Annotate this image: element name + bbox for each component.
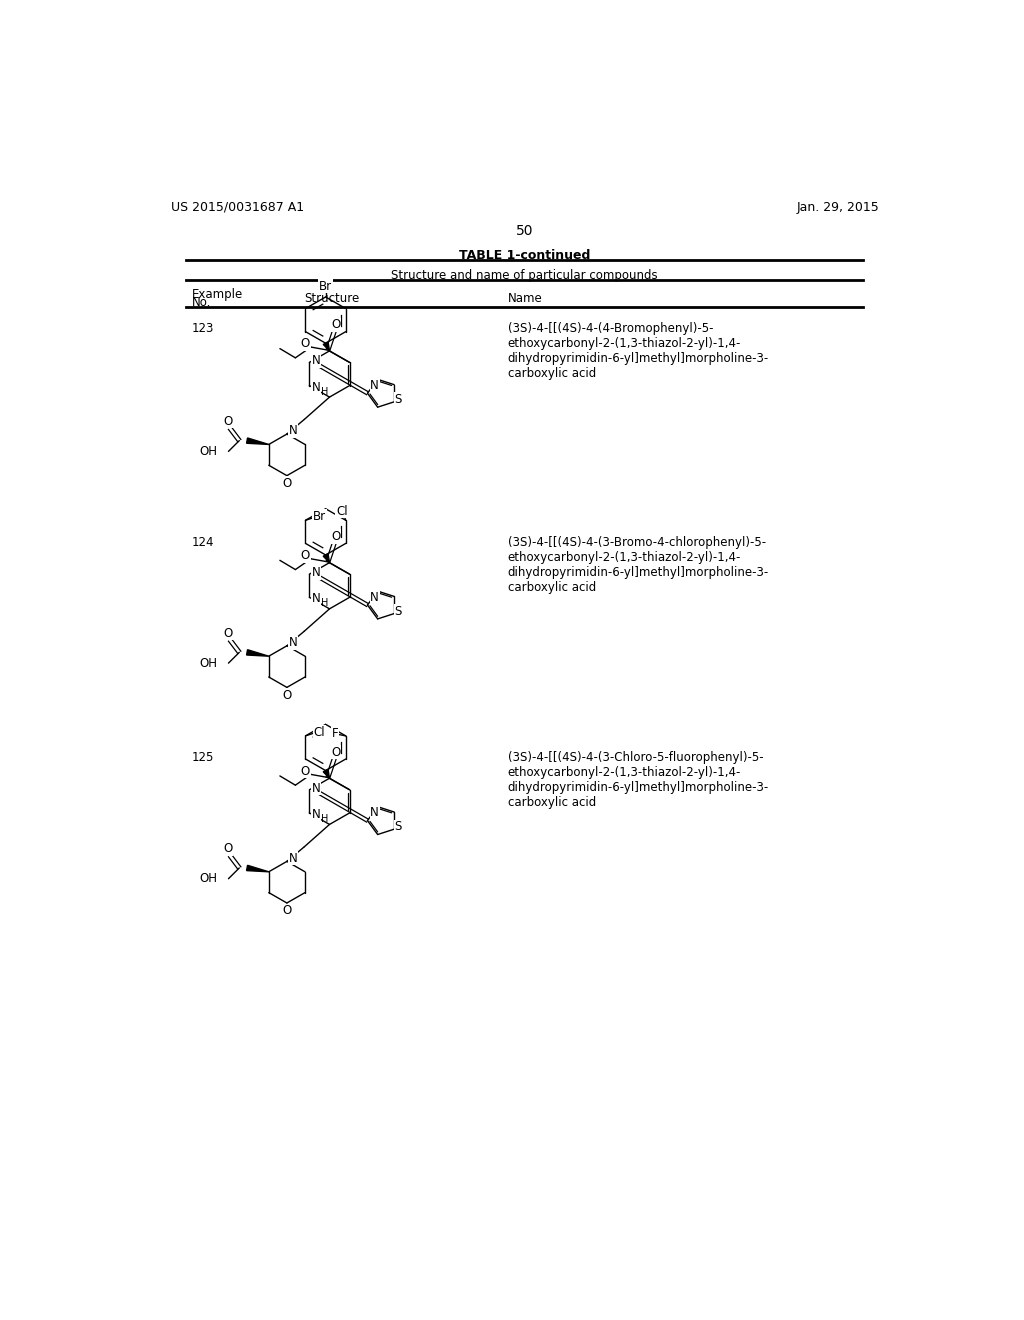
Text: H: H xyxy=(321,387,329,397)
Text: N: N xyxy=(312,808,321,821)
Text: (3S)-4-[[(4S)-4-(3-Chloro-5-fluorophenyl)-5-
ethoxycarbonyl-2-(1,3-thiazol-2-yl): (3S)-4-[[(4S)-4-(3-Chloro-5-fluorophenyl… xyxy=(508,751,769,809)
Text: 50: 50 xyxy=(516,224,534,238)
Text: US 2015/0031687 A1: US 2015/0031687 A1 xyxy=(171,201,304,214)
Text: O: O xyxy=(283,477,292,490)
Text: O: O xyxy=(301,764,310,777)
Polygon shape xyxy=(247,649,268,656)
Text: Example: Example xyxy=(191,288,243,301)
Text: O: O xyxy=(223,627,232,640)
Text: No.: No. xyxy=(191,296,211,309)
Text: N: N xyxy=(312,380,321,393)
Text: Structure: Structure xyxy=(304,292,359,305)
Text: Cl: Cl xyxy=(313,726,326,739)
Text: O: O xyxy=(331,529,340,543)
Text: Cl: Cl xyxy=(336,504,348,517)
Polygon shape xyxy=(324,770,330,779)
Text: O: O xyxy=(301,549,310,562)
Text: OH: OH xyxy=(200,445,218,458)
Text: O: O xyxy=(331,318,340,331)
Text: TABLE 1-continued: TABLE 1-continued xyxy=(459,249,591,263)
Text: OH: OH xyxy=(200,873,218,886)
Text: S: S xyxy=(394,605,401,618)
Text: 123: 123 xyxy=(191,322,214,335)
Text: N: N xyxy=(289,851,297,865)
Text: H: H xyxy=(321,598,329,609)
Text: OH: OH xyxy=(200,656,218,669)
Text: N: N xyxy=(312,354,321,367)
Text: O: O xyxy=(283,904,292,917)
Text: O: O xyxy=(283,689,292,702)
Polygon shape xyxy=(324,554,330,562)
Text: N: N xyxy=(312,781,321,795)
Polygon shape xyxy=(247,866,268,871)
Text: H: H xyxy=(321,814,329,824)
Text: O: O xyxy=(301,338,310,351)
Text: N: N xyxy=(289,425,297,437)
Text: O: O xyxy=(223,414,232,428)
Text: N: N xyxy=(370,807,379,820)
Text: (3S)-4-[[(4S)-4-(4-Bromophenyl)-5-
ethoxycarbonyl-2-(1,3-thiazol-2-yl)-1,4-
dihy: (3S)-4-[[(4S)-4-(4-Bromophenyl)-5- ethox… xyxy=(508,322,769,380)
Text: S: S xyxy=(394,393,401,407)
Text: F: F xyxy=(332,727,338,741)
Text: N: N xyxy=(312,566,321,579)
Text: (3S)-4-[[(4S)-4-(3-Bromo-4-chlorophenyl)-5-
ethoxycarbonyl-2-(1,3-thiazol-2-yl)-: (3S)-4-[[(4S)-4-(3-Bromo-4-chlorophenyl)… xyxy=(508,536,769,594)
Text: S: S xyxy=(394,821,401,833)
Text: Br: Br xyxy=(313,510,326,523)
Text: N: N xyxy=(312,593,321,606)
Text: 124: 124 xyxy=(191,536,214,549)
Text: Structure and name of particular compounds: Structure and name of particular compoun… xyxy=(391,269,658,282)
Text: 125: 125 xyxy=(191,751,214,764)
Text: Br: Br xyxy=(319,280,332,293)
Text: N: N xyxy=(370,379,379,392)
Text: O: O xyxy=(331,746,340,759)
Polygon shape xyxy=(247,438,268,445)
Polygon shape xyxy=(324,342,330,351)
Text: O: O xyxy=(223,842,232,855)
Text: Name: Name xyxy=(508,292,543,305)
Text: N: N xyxy=(289,636,297,649)
Text: Jan. 29, 2015: Jan. 29, 2015 xyxy=(797,201,879,214)
Text: N: N xyxy=(370,591,379,603)
